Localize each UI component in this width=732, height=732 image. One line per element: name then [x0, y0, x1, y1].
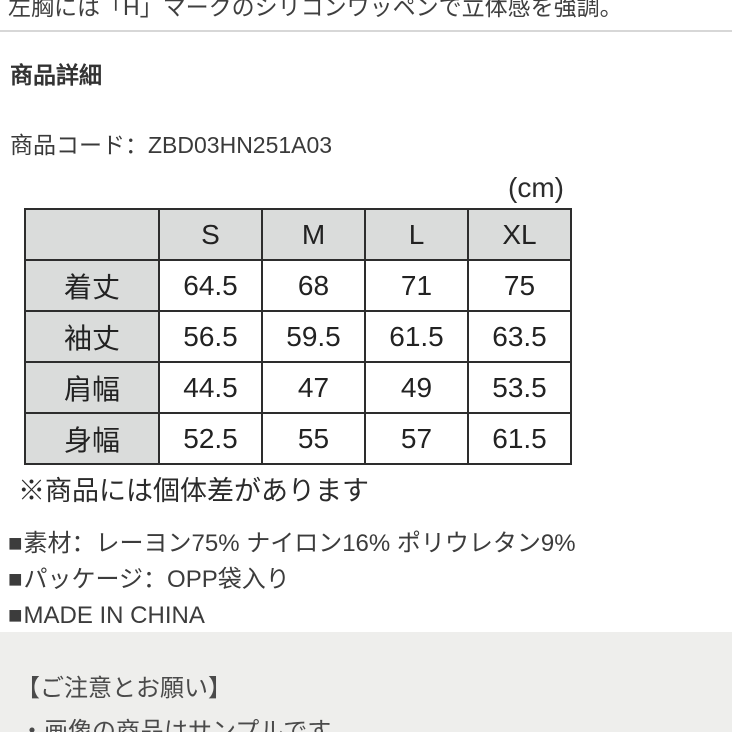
square-bullet-icon: ■: [8, 566, 23, 593]
product-code-label: 商品コード：: [10, 132, 148, 158]
size-value-cell: 61.5: [467, 412, 572, 465]
size-value-cell: 71: [364, 259, 469, 312]
size-value-cell: 55: [261, 412, 366, 465]
package-line: ■パッケージ：OPP袋入り: [8, 562, 732, 598]
size-value-cell: 68: [261, 259, 366, 312]
size-value-cell: 49: [364, 361, 469, 414]
square-bullet-icon: ■: [8, 530, 23, 557]
table-row-shoulder: 肩幅 44.5 47 49 53.5: [24, 361, 572, 414]
table-row-width: 身幅 52.5 55 57 61.5: [24, 412, 572, 465]
intro-text: 左胸には「H」マークのシリコンワッペンで立体感を強調。: [8, 0, 623, 20]
size-value-cell: 44.5: [158, 361, 263, 414]
size-table: S M L XL 着丈 64.5 68 71 75 袖丈 56.5 59.5: [24, 208, 572, 465]
product-spec-list: ■素材：レーヨン75% ナイロン16% ポリウレタン9% ■パッケージ：OPP袋…: [8, 526, 732, 634]
size-column-header-m: M: [261, 208, 366, 261]
notice-item: ・画像の商品はサンプルです。: [20, 718, 353, 732]
size-value-cell: 52.5: [158, 412, 263, 465]
product-code-line: 商品コード：ZBD03HN251A03: [10, 126, 732, 160]
size-value-cell: 56.5: [158, 310, 263, 363]
origin-text: MADE IN CHINA: [23, 602, 205, 629]
size-value-cell: 63.5: [467, 310, 572, 363]
material-line: ■素材：レーヨン75% ナイロン16% ポリウレタン9%: [8, 526, 732, 562]
notice-title: 【ご注意とお願い】: [16, 675, 232, 702]
row-label-shoulder: 肩幅: [24, 361, 160, 414]
size-value-cell: 47: [261, 361, 366, 414]
size-value-cell: 64.5: [158, 259, 263, 312]
page-title: 商品詳細: [10, 62, 102, 88]
row-label-sleeve: 袖丈: [24, 310, 160, 363]
origin-line: ■MADE IN CHINA: [8, 598, 732, 634]
table-row-length: 着丈 64.5 68 71 75: [24, 259, 572, 312]
individual-difference-note: ※商品には個体差があります: [18, 476, 369, 506]
size-column-header-xl: XL: [467, 208, 572, 261]
size-value-cell: 53.5: [467, 361, 572, 414]
size-value-cell: 59.5: [261, 310, 366, 363]
size-chart-area: (cm) S M L XL 着丈 64.5 68: [18, 172, 572, 508]
unit-label: (cm): [508, 172, 564, 203]
size-table-header-row: S M L XL: [24, 208, 572, 261]
size-column-header-s: S: [158, 208, 263, 261]
material-text: 素材：レーヨン75% ナイロン16% ポリウレタン9%: [23, 530, 576, 557]
product-code-value: ZBD03HN251A03: [148, 132, 333, 158]
size-value-cell: 75: [467, 259, 572, 312]
square-bullet-icon: ■: [8, 602, 23, 629]
size-value-cell: 61.5: [364, 310, 469, 363]
table-row-sleeve: 袖丈 56.5 59.5 61.5 63.5: [24, 310, 572, 363]
intro-text-cutoff: 左胸には「H」マークのシリコンワッペンで立体感を強調。: [0, 0, 732, 32]
size-column-header-l: L: [364, 208, 469, 261]
row-label-length: 着丈: [24, 259, 160, 312]
size-value-cell: 57: [364, 412, 469, 465]
size-table-corner-cell: [24, 208, 160, 261]
notice-section: 【ご注意とお願い】 ・画像の商品はサンプルです。: [0, 632, 732, 732]
package-text: パッケージ：OPP袋入り: [23, 566, 290, 593]
row-label-width: 身幅: [24, 412, 160, 465]
